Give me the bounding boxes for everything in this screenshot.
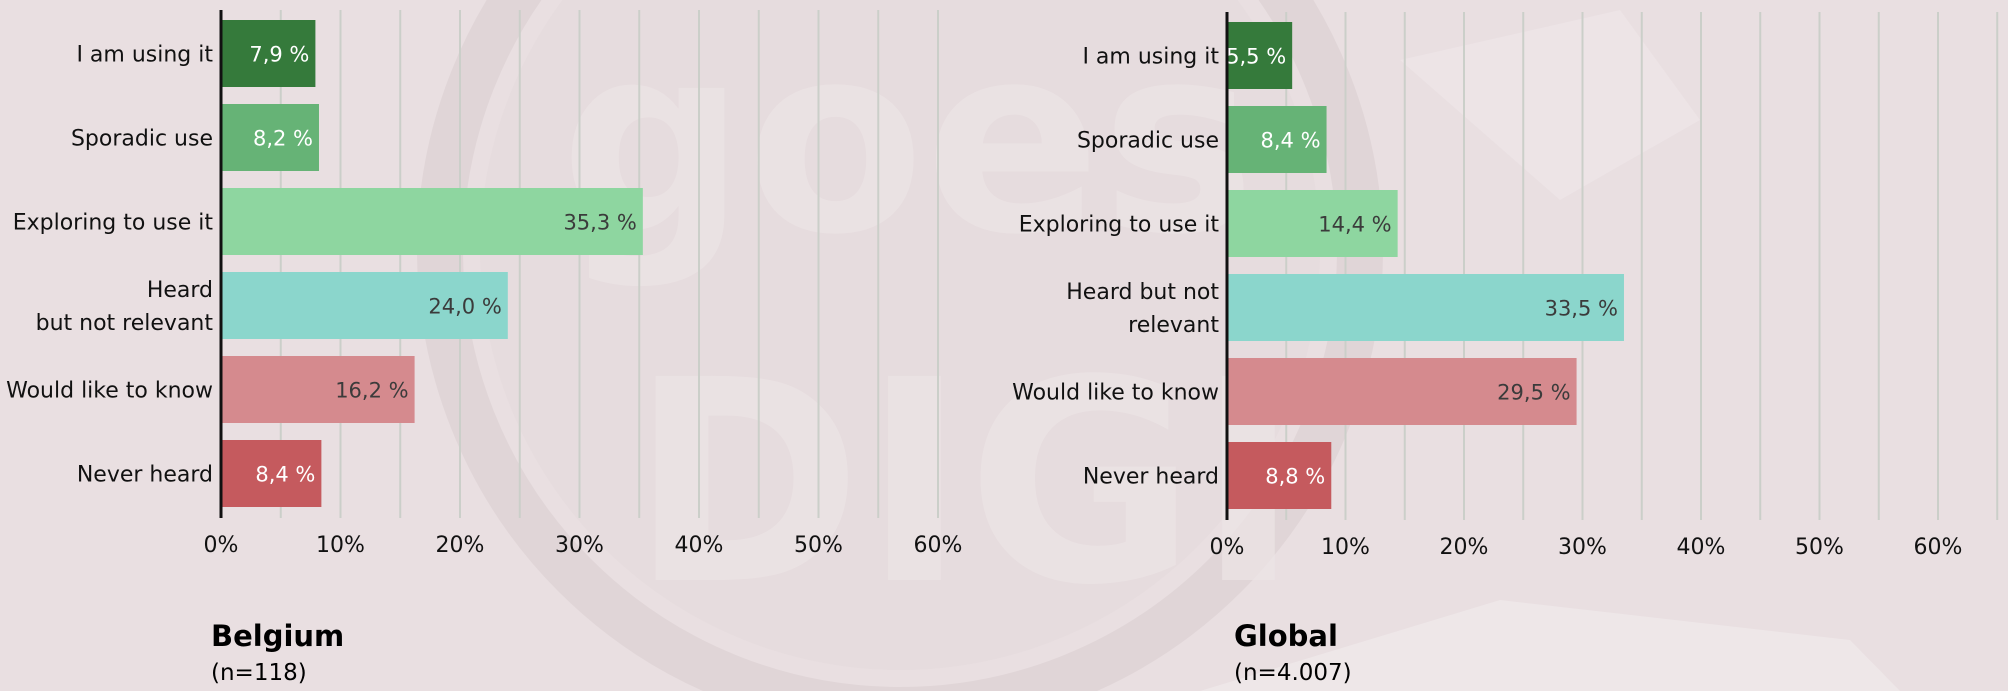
bar: [1227, 22, 1293, 89]
bar: [221, 188, 643, 255]
x-tick-label: 40%: [675, 533, 724, 558]
category-label: Sporadic use: [1077, 129, 1219, 154]
data-label: 35,3 %: [563, 211, 636, 235]
bar: [221, 272, 508, 339]
x-tick-label: 30%: [1558, 535, 1607, 560]
category-label: Never heard: [77, 463, 213, 488]
x-tick-label: 10%: [1321, 535, 1370, 560]
category-label: Exploring to use it: [13, 211, 214, 236]
bar: [1227, 358, 1577, 425]
x-tick-label: 30%: [555, 533, 604, 558]
category-label: I am using it: [1082, 45, 1219, 70]
bar: [221, 20, 316, 87]
data-label: 8,4 %: [1261, 129, 1321, 153]
x-tick-label: 50%: [794, 533, 843, 558]
bar: [221, 440, 322, 507]
category-label: but not relevant: [36, 311, 214, 336]
data-label: 24,0 %: [428, 295, 501, 319]
category-label: Never heard: [1083, 465, 1219, 490]
category-label: Heard: [147, 278, 213, 303]
global-bar-chart: 5,5 % I am using it 8,4 % Sporadic use 14,4 …: [1012, 12, 1999, 560]
x-tick-label: 0%: [1210, 535, 1245, 560]
data-label: 14,4 %: [1318, 213, 1391, 237]
category-label: Heard but not: [1066, 280, 1219, 305]
bar: [1227, 106, 1327, 173]
caption-sample-size: (n=4.007): [1234, 660, 1352, 686]
belgium-bar-chart: 7,9 % I am using it 8,2 % Sporadic use 35,3 …: [6, 10, 963, 558]
x-tick-label: 20%: [436, 533, 485, 558]
global-caption: Global (n=4.007): [1234, 618, 1352, 688]
x-tick-label: 0%: [204, 533, 239, 558]
bar: [1227, 274, 1624, 341]
bar: [221, 104, 319, 171]
category-label: I am using it: [76, 43, 213, 68]
bar: [1227, 190, 1398, 257]
x-tick-label: 40%: [1677, 535, 1726, 560]
category-label: relevant: [1128, 313, 1219, 338]
category-label: Sporadic use: [71, 127, 213, 152]
data-label: 8,2 %: [253, 127, 313, 151]
data-label: 5,5 %: [1226, 45, 1286, 69]
x-tick-label: 20%: [1440, 535, 1489, 560]
belgium-caption: Belgium (n=118): [211, 618, 344, 688]
caption-sample-size: (n=118): [211, 660, 307, 686]
category-label: Would like to know: [1012, 381, 1219, 406]
x-tick-label: 60%: [1914, 535, 1963, 560]
x-tick-label: 60%: [914, 533, 963, 558]
data-label: 29,5 %: [1497, 381, 1570, 405]
data-label: 8,4 %: [255, 463, 315, 487]
svg-text:DIGI: DIGI: [630, 321, 1301, 647]
svg-text:goes: goes: [560, 0, 1256, 292]
bar: [221, 356, 415, 423]
data-label: 7,9 %: [249, 43, 309, 67]
category-label: Exploring to use it: [1019, 213, 1220, 238]
x-tick-label: 10%: [316, 533, 365, 558]
bar: [1227, 442, 1332, 509]
caption-title: Global: [1234, 619, 1338, 653]
x-tick-label: 50%: [1795, 535, 1844, 560]
category-label: Would like to know: [6, 379, 213, 404]
caption-title: Belgium: [211, 619, 345, 653]
data-label: 16,2 %: [335, 379, 408, 403]
data-label: 33,5 %: [1545, 297, 1618, 321]
data-label: 8,8 %: [1265, 465, 1325, 489]
